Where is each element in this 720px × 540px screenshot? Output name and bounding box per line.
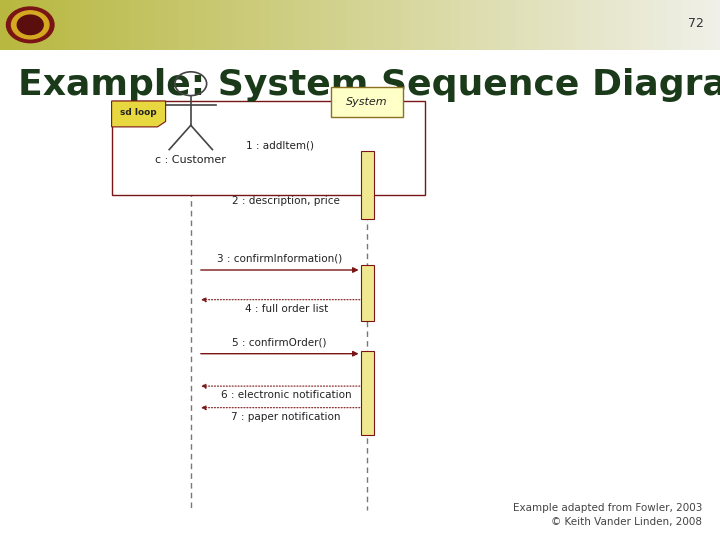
- Text: 3 : confirmInformation(): 3 : confirmInformation(): [217, 253, 342, 264]
- Text: 5 : confirmOrder(): 5 : confirmOrder(): [233, 337, 327, 347]
- Text: c : Customer: c : Customer: [156, 155, 226, 165]
- Polygon shape: [112, 101, 166, 127]
- Text: 7 : paper notification: 7 : paper notification: [231, 412, 341, 422]
- Text: 72: 72: [688, 17, 704, 30]
- Text: 4 : full order list: 4 : full order list: [245, 304, 328, 314]
- Text: Example: System Sequence Diagram: Example: System Sequence Diagram: [18, 68, 720, 102]
- Text: Example adapted from Fowler, 2003
© Keith Vander Linden, 2008: Example adapted from Fowler, 2003 © Keit…: [513, 503, 702, 526]
- Circle shape: [12, 11, 49, 39]
- Text: System: System: [346, 97, 388, 107]
- Text: 2 : description, price: 2 : description, price: [233, 196, 340, 206]
- Text: sd loop: sd loop: [120, 109, 157, 117]
- Text: 6 : electronic notification: 6 : electronic notification: [221, 390, 351, 401]
- Bar: [331, 87, 403, 117]
- Bar: [361, 351, 374, 435]
- Bar: [361, 151, 374, 219]
- Bar: [361, 265, 374, 321]
- Bar: [112, 101, 425, 195]
- Circle shape: [6, 7, 54, 43]
- Text: 1 : addItem(): 1 : addItem(): [246, 140, 314, 150]
- Circle shape: [17, 15, 43, 35]
